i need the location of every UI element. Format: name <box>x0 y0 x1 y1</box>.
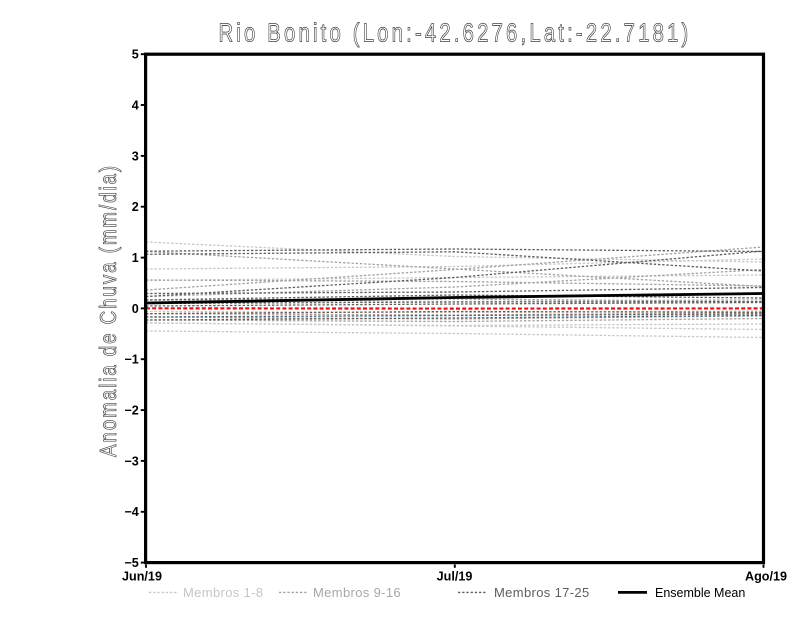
svg-text:Jul/19: Jul/19 <box>437 570 473 584</box>
svg-text:1: 1 <box>132 251 139 265</box>
svg-text:−5: −5 <box>124 556 138 570</box>
svg-text:4: 4 <box>132 98 139 112</box>
svg-text:Ago/19: Ago/19 <box>745 570 787 584</box>
svg-text:3: 3 <box>132 149 139 163</box>
svg-text:−1: −1 <box>124 353 138 367</box>
svg-text:Jun/19: Jun/19 <box>122 570 162 584</box>
svg-text:0: 0 <box>132 302 139 316</box>
svg-text:Membros 9-16: Membros 9-16 <box>313 585 401 600</box>
svg-text:−3: −3 <box>124 454 138 468</box>
svg-text:2: 2 <box>132 200 139 214</box>
svg-text:−2: −2 <box>124 404 138 418</box>
svg-text:5: 5 <box>132 48 139 62</box>
svg-text:Membros 17-25: Membros 17-25 <box>494 585 590 600</box>
svg-text:−4: −4 <box>124 505 138 519</box>
svg-text:Rio Bonito (Lon:-42.6276,Lat:-: Rio Bonito (Lon:-42.6276,Lat:-22.7181) <box>218 18 691 47</box>
svg-text:Anomalia de Chuva (mm/dia): Anomalia de Chuva (mm/dia) <box>96 164 121 457</box>
svg-text:Ensemble Mean: Ensemble Mean <box>655 586 745 600</box>
svg-text:Membros 1-8: Membros 1-8 <box>183 585 263 600</box>
